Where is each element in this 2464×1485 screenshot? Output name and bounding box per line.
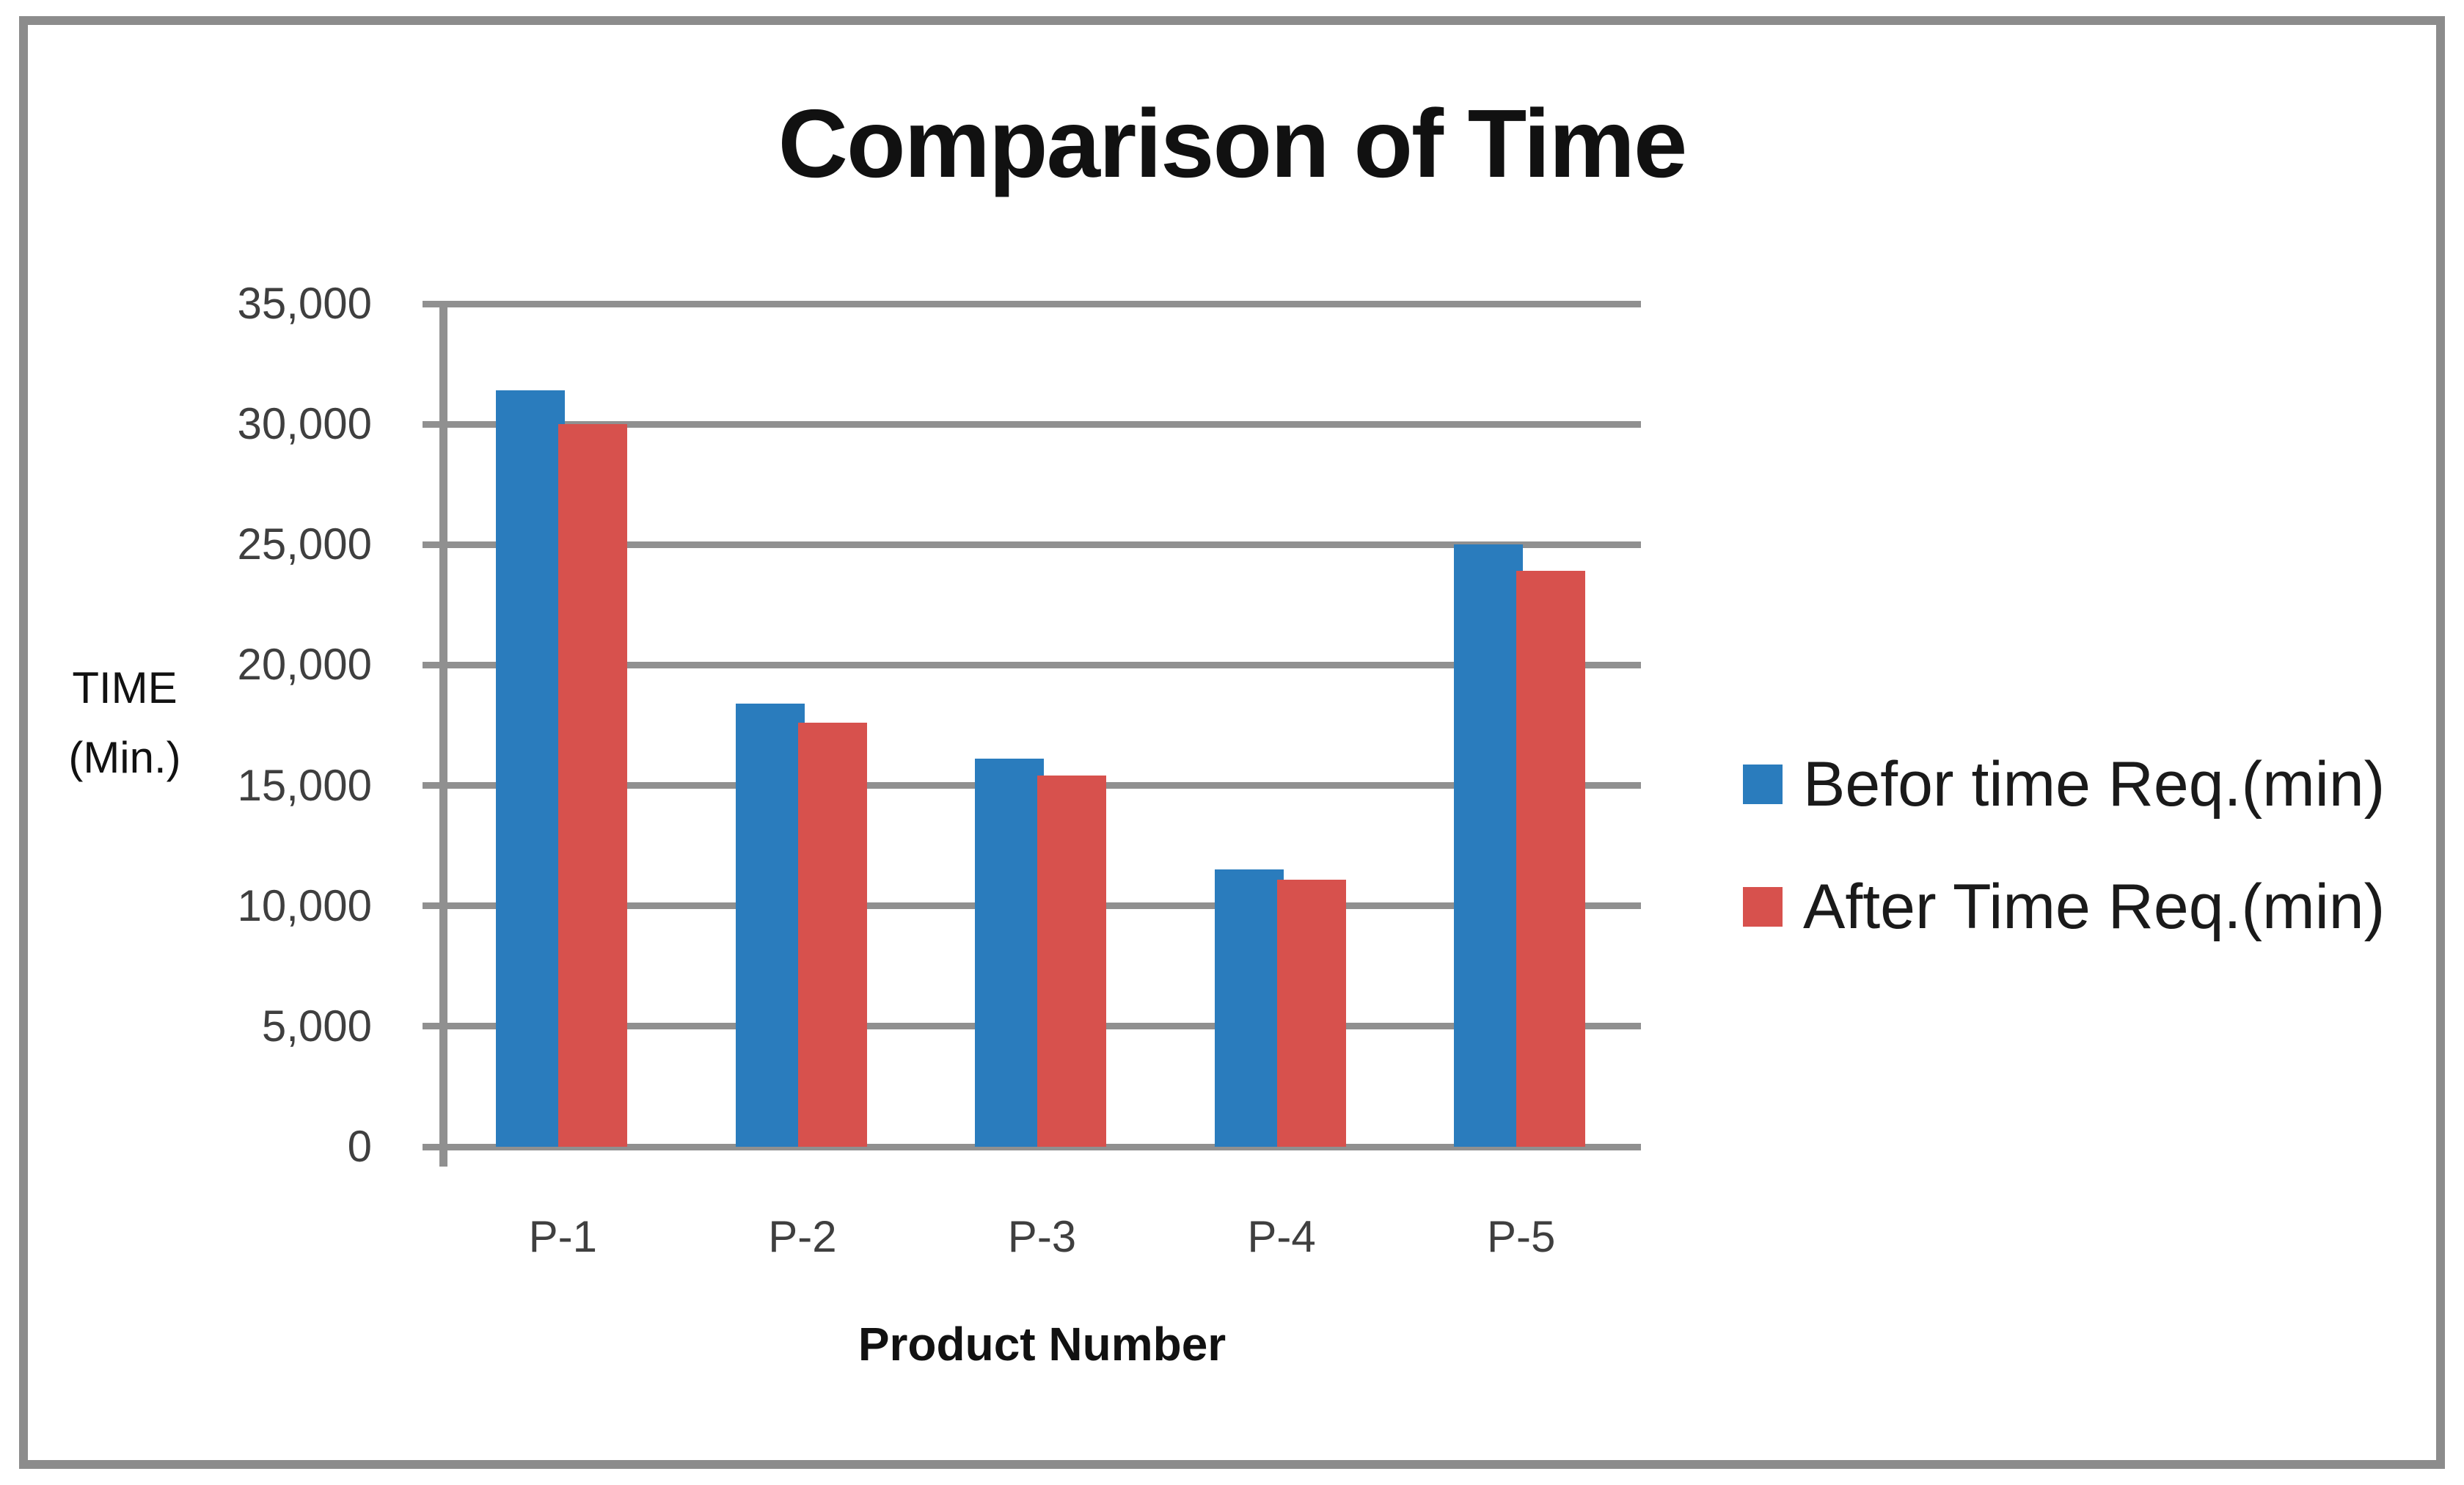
x-tick-label-P-4: P-4 [1247, 1212, 1316, 1261]
y-tick-5000 [423, 1023, 443, 1030]
bar-P-3-before [975, 759, 1045, 1147]
bar-P-2-after [797, 723, 867, 1147]
y-axis-title-line2: (Min.) [68, 733, 181, 782]
legend-swatch-before-icon [1743, 765, 1783, 804]
x-tick-label-P-2: P-2 [768, 1212, 837, 1261]
gridline-35000 [443, 300, 1641, 307]
y-tick-30000 [423, 420, 443, 428]
y-tick-label-20000: 20,000 [237, 640, 372, 690]
y-tick-label-10000: 10,000 [237, 880, 372, 930]
y-tick-label-35000: 35,000 [237, 279, 372, 328]
x-tick-label-P-1: P-1 [528, 1212, 597, 1261]
y-axis-title: TIME (Min.) [29, 653, 220, 792]
y-axis-line [439, 304, 447, 1167]
legend-label-after: After Time Req.(min) [1803, 871, 2386, 942]
y-tick-label-25000: 25,000 [237, 519, 372, 569]
y-tick-label-15000: 15,000 [237, 760, 372, 810]
y-tick-20000 [423, 661, 443, 668]
legend-swatch-after-icon [1743, 887, 1783, 927]
y-tick-label-0: 0 [347, 1122, 372, 1171]
gridline-25000 [443, 541, 1641, 548]
bar-P-3-after [1037, 776, 1107, 1147]
legend-item-before: Befor time Req.(min) [1743, 749, 2385, 820]
x-tick-label-P-3: P-3 [1007, 1212, 1077, 1261]
x-tick-label-P-5: P-5 [1487, 1212, 1556, 1261]
chart-title: Comparison of Time [778, 90, 1688, 197]
gridline-0 [443, 1143, 1641, 1150]
y-tick-0 [423, 1143, 443, 1150]
x-axis-title: Product Number [858, 1318, 1226, 1371]
plot-area: 0 5,000 10,000 15,000 20,000 25,000 30,000 35,0… [237, 280, 1641, 1261]
y-tick-25000 [423, 541, 443, 548]
bar-P-2-before [735, 703, 805, 1147]
y-tick-35000 [423, 300, 443, 307]
legend: Befor time Req.(min) After Time Req.(min… [1743, 749, 2385, 942]
y-tick-10000 [423, 902, 443, 910]
y-tick-label-5000: 5,000 [261, 1001, 372, 1051]
bar-P-5-after [1516, 571, 1586, 1147]
y-tick-label-30000: 30,000 [237, 399, 372, 449]
legend-item-after: After Time Req.(min) [1743, 872, 2385, 942]
y-axis-title-line1: TIME [72, 663, 178, 712]
bar-P-1-after [558, 424, 627, 1147]
bar-P-4-before [1214, 869, 1284, 1147]
bar-P-1-before [496, 390, 565, 1147]
bar-P-4-after [1276, 879, 1346, 1147]
gridline-30000 [443, 420, 1641, 428]
bar-P-5-before [1454, 544, 1524, 1147]
y-tick-15000 [423, 782, 443, 789]
gridline-20000 [443, 661, 1641, 668]
legend-label-before: Befor time Req.(min) [1803, 748, 2386, 820]
